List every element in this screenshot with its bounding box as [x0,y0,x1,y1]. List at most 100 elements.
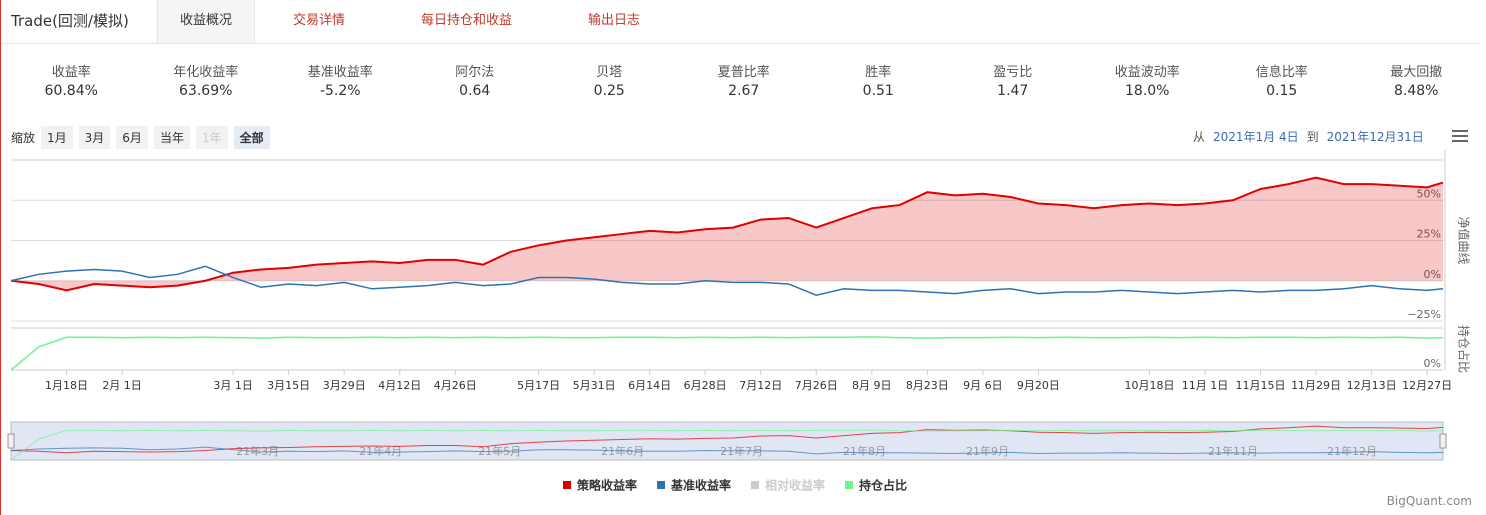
x-tick-label: 8月 9日 [852,379,892,392]
line [10,176,1444,292]
zoom-button[interactable]: 全部 [233,126,270,149]
navigator-label: 21年11月 [1208,444,1258,458]
x-tick-label: 6月28日 [684,379,727,392]
metric-label: 收益波动率 [1114,65,1180,80]
zoom-button[interactable]: 1年 [195,126,228,149]
x-tick-label: 2月 1日 [102,379,142,392]
x-tick-label: 4月12日 [378,379,421,392]
metric-value: 18.0% [1125,83,1170,99]
to-label: 到 [1306,130,1319,144]
legend-label: 持仓占比 [859,478,907,493]
metric: 年化收益率 63.69% [139,61,274,99]
legend-label: 相对收益率 [765,478,825,493]
navigator-line [10,446,1444,455]
metric-value: -5.2% [319,83,361,99]
legend-label: 基准收益率 [670,478,731,493]
navigator-label: 21年9月 [966,444,1009,458]
metric-label: 阿尔法 [455,65,495,80]
area [11,177,1443,291]
metric: 收益波动率 18.0% [1080,61,1215,99]
range: 从 2021年1月 4日到 2021年12月31日 [1193,128,1432,145]
tab[interactable]: 交易详情 [293,13,346,28]
metric-value: 2.67 [728,83,760,99]
navigator-handle [7,433,15,449]
metric-label: 最大回撤 [1390,65,1443,80]
x-tick-label: 12月27日 [1402,379,1452,392]
x-tick-label: 1月18日 [45,379,88,392]
to-date[interactable]: 2021年12月31日 [1326,130,1424,144]
zoom: 缩放 1月 3月 6月 当年 1年 全部 [11,126,270,149]
from-date[interactable]: 2021年1月 4日 [1213,130,1299,144]
header: Trade(回测/模拟) 收益概况 交易详情 每日持仓和收益 输出日志 [1,0,1481,44]
navigator-handle [1439,433,1447,449]
menu-button[interactable] [1452,130,1468,145]
x-tick-label: 5月31日 [573,379,616,392]
x-tick-label: 5月17日 [517,379,560,392]
legend-swatch [845,481,854,489]
tab[interactable]: 输出日志 [588,13,641,28]
tab[interactable]: 收益概况 [157,0,256,43]
metric-value: 63.69% [179,83,233,99]
metric: 胜率 0.51 [811,61,946,99]
y-tick-label: 0% [1424,268,1441,281]
metric: 阿尔法 0.64 [408,61,543,99]
metric-label: 夏普比率 [717,65,770,80]
line [10,265,1444,297]
axis-title: 净值曲线 [1457,216,1472,264]
legend-swatch [563,481,571,489]
metric-label: 盈亏比 [993,65,1033,80]
x-tick-label: 11月 1日 [1182,379,1229,392]
metric: 基准收益率 -5.2% [273,61,408,99]
metric-value: 8.48% [1394,83,1439,99]
x-tick-label: 7月12日 [739,379,782,392]
x-tick-label: 11月15日 [1236,379,1286,392]
metric-label: 胜率 [865,65,892,80]
tab[interactable]: 每日持仓和收益 [421,13,513,28]
y-tick-label: 25% [1417,228,1441,241]
navigator-line [10,429,1444,461]
metric-value: 0.15 [1266,83,1298,99]
metric-label: 贝塔 [596,65,623,80]
metric-label: 收益率 [51,65,91,80]
zoom-button[interactable]: 3月 [78,126,111,149]
metric: 最大回撤 8.48% [1349,61,1484,99]
metric: 收益率 60.84% [4,61,139,99]
navigator-label: 21年8月 [843,444,886,458]
x-tick-label: 7月26日 [795,379,838,392]
x-tick-label: 3月15日 [267,379,310,392]
metric-label: 年化收益率 [173,65,239,80]
navigator-label: 21年12月 [1327,444,1377,458]
metric: 盈亏比 1.47 [946,61,1081,99]
line [10,336,1444,371]
footer: BigQuant.com [1386,494,1472,508]
metric: 信息比率 0.15 [1215,61,1350,99]
metric: 夏普比率 2.67 [677,61,812,99]
y-tick-label: −25% [1407,308,1441,321]
x-tick-label: 12月13日 [1347,379,1397,392]
zoom-button[interactable]: 1月 [41,126,73,149]
legend-swatch [751,481,760,489]
zoom-button[interactable]: 6月 [116,126,148,149]
metric-value: 60.84% [44,83,98,99]
x-tick-label: 3月 1日 [213,379,253,392]
metric-value: 1.47 [997,83,1029,99]
metric-value: 0.25 [593,83,625,99]
x-tick-label: 6月14日 [628,379,671,392]
metrics: 收益率 60.84% 年化收益率 63.69% 基准收益率 -5.2% 阿尔法 0.64 贝塔 0… [4,61,1484,99]
x-tick-label: 3月29日 [323,379,366,392]
y2-tick-label: 0% [1424,357,1441,370]
title: Trade(回测/模拟) [11,12,129,30]
legend-label: 策略收益率 [577,478,637,493]
x-tick-label: 9月20日 [1017,379,1060,392]
zoom-button[interactable]: 当年 [153,126,190,149]
metric-label: 信息比率 [1255,65,1308,80]
legend-swatch [657,481,666,489]
x-tick-label: 10月18日 [1124,379,1174,392]
x-tick-label: 9月 6日 [963,379,1003,392]
x-tick-label: 11月29日 [1291,379,1341,392]
y-tick-label: 50% [1417,187,1441,200]
from-label: 从 [1193,130,1206,144]
metric-value: 0.51 [862,83,894,99]
